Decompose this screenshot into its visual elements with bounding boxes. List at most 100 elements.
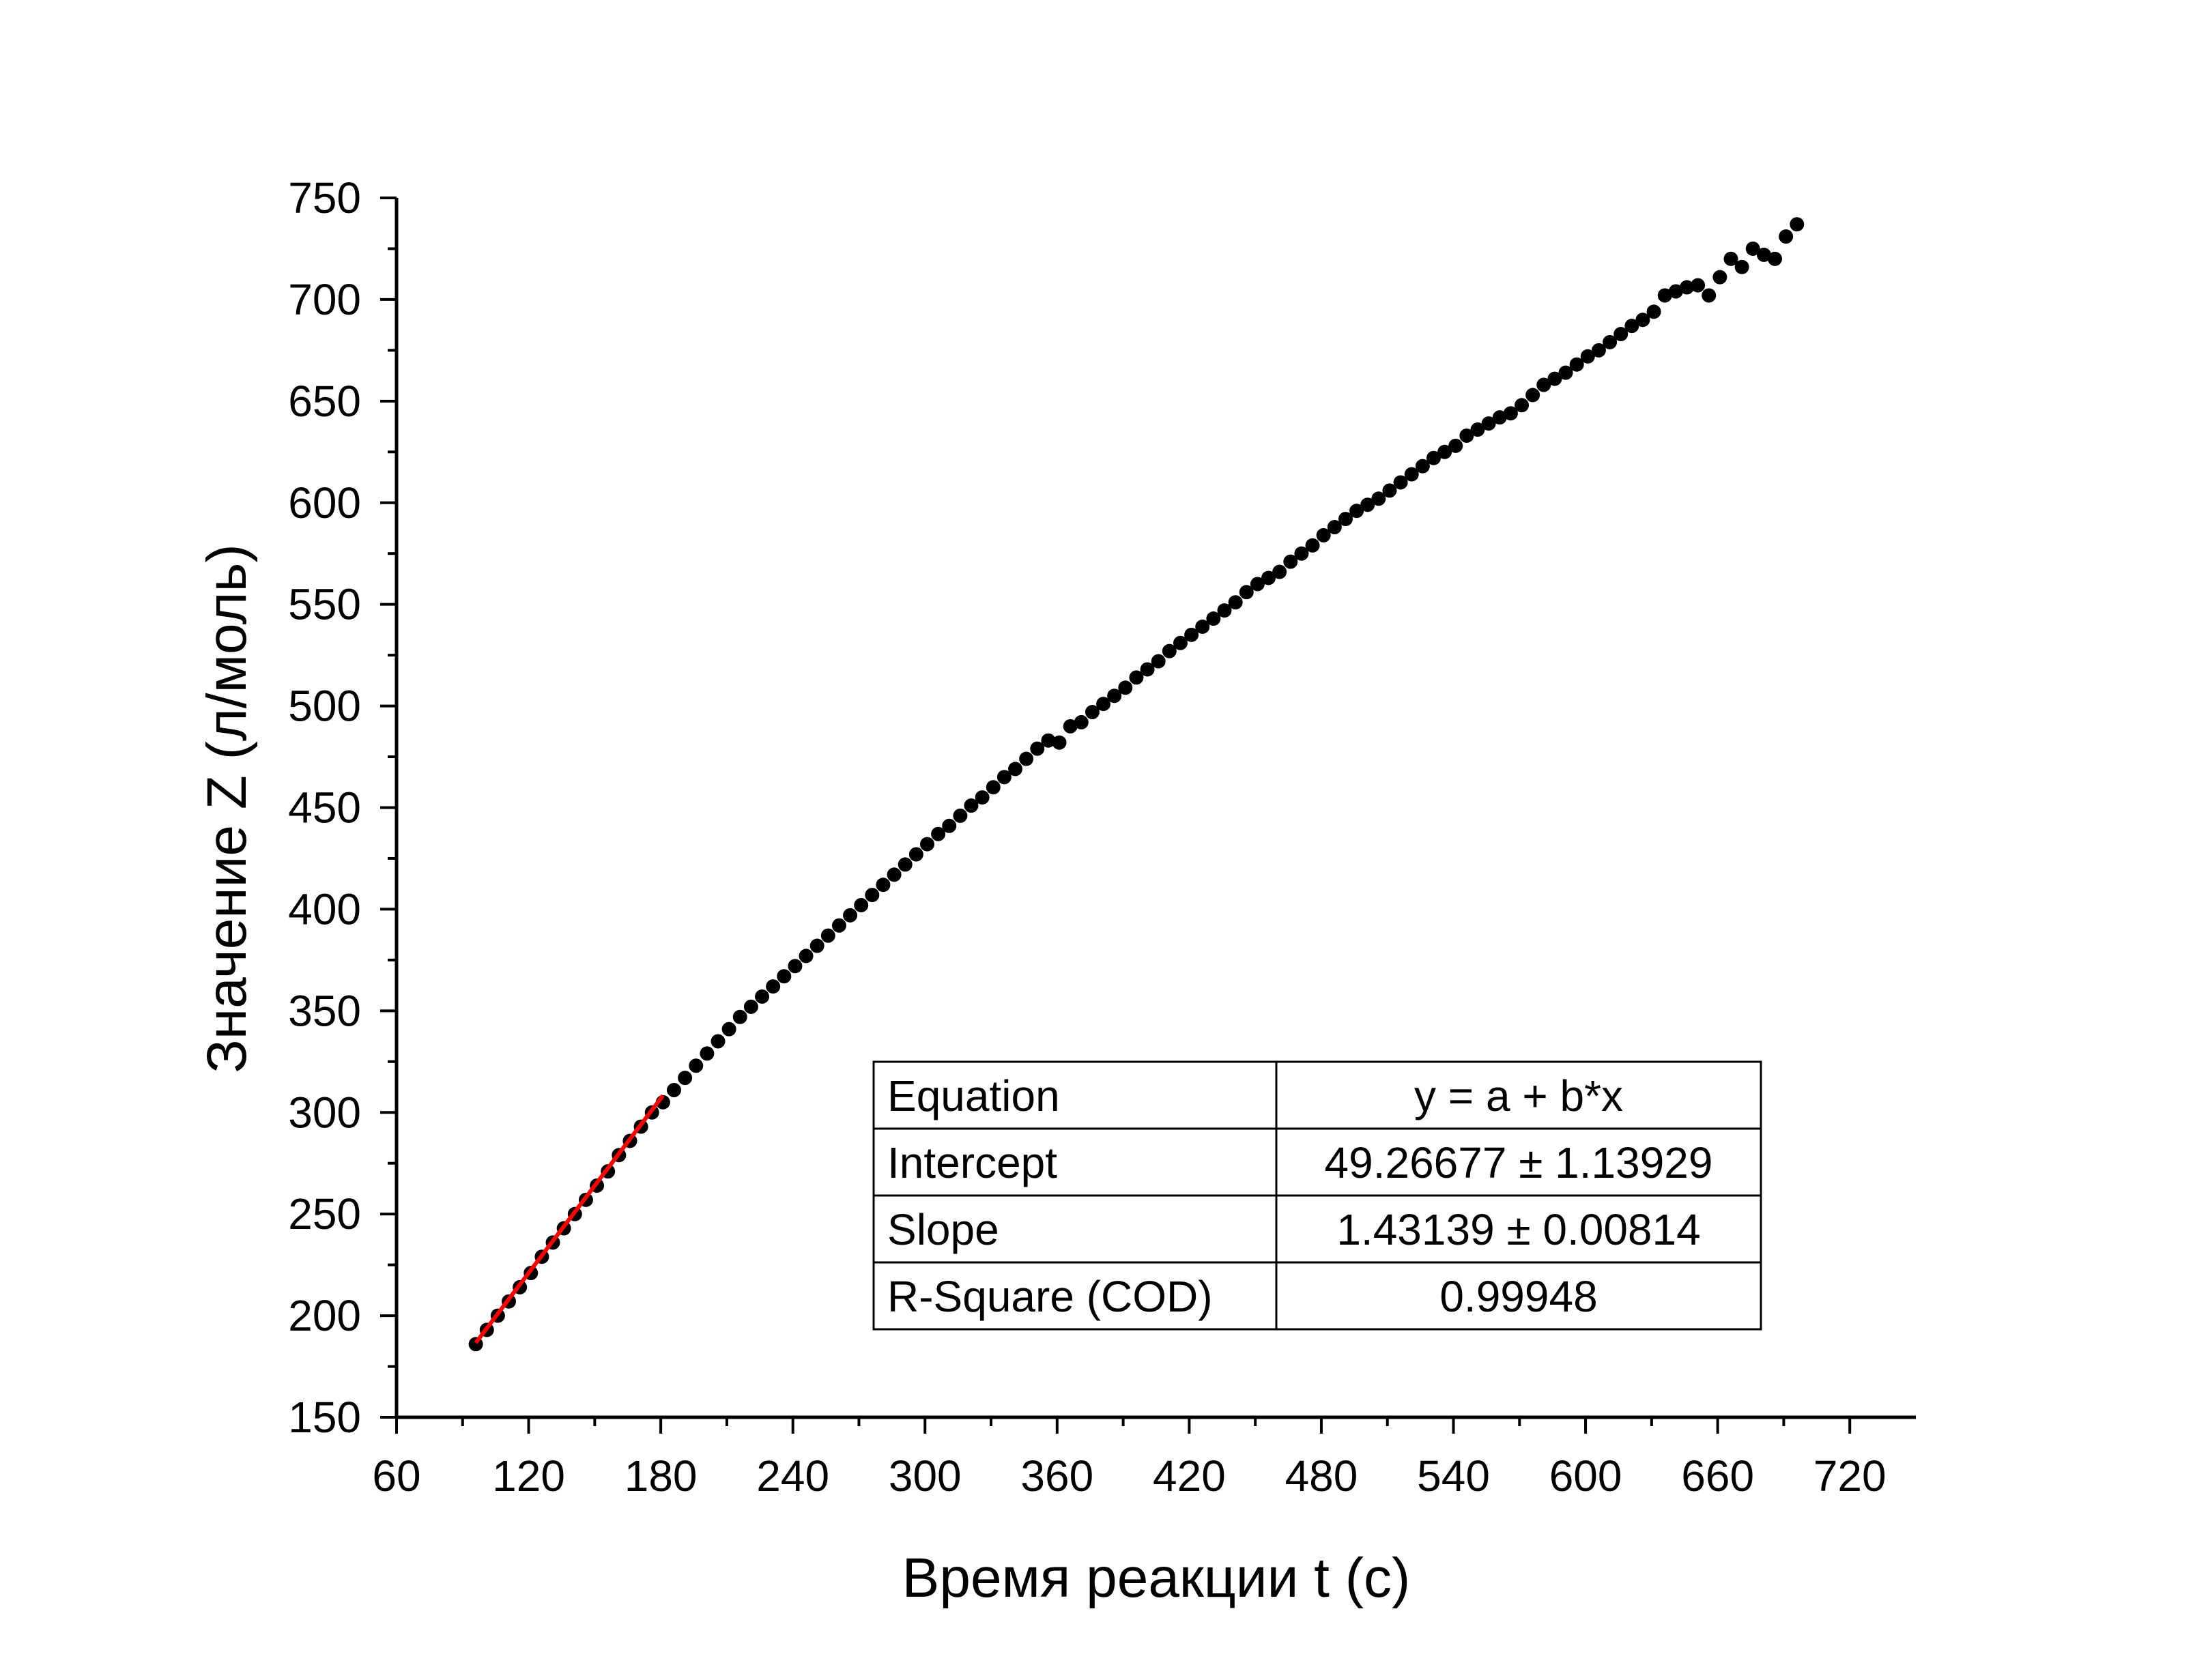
data-point — [1515, 398, 1530, 413]
data-point — [986, 780, 1001, 795]
data-point — [799, 948, 814, 964]
x-tick-label: 300 — [889, 1451, 962, 1501]
y-tick-label: 700 — [288, 275, 361, 324]
data-point — [1085, 705, 1100, 720]
data-point — [1745, 241, 1760, 256]
data-point — [1525, 388, 1540, 403]
data-point — [1151, 654, 1166, 669]
data-point — [1459, 428, 1474, 443]
data-point — [975, 790, 990, 805]
data-point — [1008, 762, 1023, 777]
data-point — [865, 888, 880, 903]
data-point — [678, 1071, 693, 1086]
data-point — [1173, 635, 1188, 650]
data-point — [1338, 512, 1353, 527]
y-tick-label: 500 — [288, 682, 361, 731]
data-point — [1184, 627, 1199, 642]
plot-area: 60 120 180 240 300 360 420 480 540 600 660 720 150 2… — [288, 173, 1916, 1501]
data-point — [1591, 343, 1606, 358]
data-point — [843, 908, 858, 923]
data-point — [1415, 459, 1430, 474]
data-point — [1790, 217, 1805, 232]
data-point — [964, 798, 979, 813]
data-point — [1019, 751, 1034, 766]
data-point — [743, 999, 758, 1014]
data-point — [689, 1058, 704, 1073]
data-point — [1217, 603, 1232, 618]
data-point — [908, 847, 923, 862]
data-point — [1063, 719, 1078, 734]
y-axis-title: Значение Z (л/моль) — [196, 544, 258, 1073]
data-point — [1470, 422, 1485, 437]
data-point — [1107, 689, 1122, 704]
data-point — [1096, 697, 1111, 712]
data-point — [1327, 519, 1342, 534]
data-point — [1371, 491, 1386, 506]
data-point — [1074, 714, 1089, 729]
data-point — [1129, 670, 1144, 685]
data-point — [919, 837, 934, 852]
data-point — [732, 1009, 747, 1024]
fit-results-table: Equation y = a + b*x Intercept 49.26677 ± 1… — [872, 1060, 1762, 1331]
x-tick-label: 480 — [1285, 1451, 1358, 1501]
data-point — [1569, 357, 1584, 372]
data-point — [1239, 585, 1254, 600]
data-point — [1734, 259, 1749, 274]
data-point — [931, 826, 946, 841]
data-point — [1547, 371, 1562, 386]
table-cell-label: Equation — [887, 1071, 1060, 1120]
x-tick-label: 540 — [1417, 1451, 1490, 1501]
data-point — [1492, 410, 1507, 425]
data-point — [1448, 438, 1463, 453]
x-axis-ticks — [395, 1417, 1852, 1434]
table-cell-value: y = a + b*x — [1414, 1071, 1623, 1120]
table-cell-label: R-Square (COD) — [887, 1272, 1213, 1321]
data-point — [1756, 247, 1771, 262]
x-tick-label: 120 — [492, 1451, 565, 1501]
data-point — [1052, 735, 1067, 750]
data-point — [1613, 327, 1629, 342]
data-point — [1404, 467, 1419, 482]
data-point — [1558, 365, 1573, 380]
table-cell-value: 1.43139 ± 0.00814 — [1336, 1205, 1700, 1254]
data-point — [1294, 546, 1309, 561]
y-tick-label: 450 — [288, 783, 361, 832]
data-point — [1140, 662, 1155, 677]
data-point — [887, 867, 902, 882]
table-cell-value: 0.99948 — [1439, 1272, 1597, 1321]
data-point — [854, 897, 869, 912]
y-axis-ticks — [380, 197, 397, 1419]
table-cell-label: Slope — [887, 1205, 999, 1254]
y-tick-label: 150 — [288, 1393, 361, 1442]
y-tick-label: 350 — [288, 986, 361, 1035]
data-point — [666, 1082, 681, 1097]
data-point — [809, 938, 824, 953]
y-axis-tick-labels: 150 200 250 300 350 400 450 500 550 600 650 700 750 — [288, 173, 361, 1442]
data-point — [1702, 288, 1717, 303]
y-tick-label: 200 — [288, 1291, 361, 1340]
x-tick-label: 240 — [756, 1451, 829, 1501]
data-point — [831, 918, 846, 933]
data-point — [1382, 483, 1397, 498]
data-point — [1195, 619, 1210, 634]
data-point — [898, 857, 913, 872]
data-point — [1283, 554, 1298, 569]
y-tick-label: 400 — [288, 884, 361, 933]
data-point — [1635, 313, 1650, 328]
y-tick-label: 650 — [288, 377, 361, 426]
data-point — [1206, 611, 1221, 626]
data-point — [1041, 733, 1056, 748]
y-tick-label: 300 — [288, 1088, 361, 1137]
x-tick-label: 360 — [1020, 1451, 1093, 1501]
y-tick-label: 750 — [288, 173, 361, 222]
x-tick-label: 660 — [1681, 1451, 1754, 1501]
data-point — [1657, 288, 1672, 303]
data-point — [1272, 564, 1287, 579]
x-tick-label: 60 — [372, 1451, 420, 1501]
data-point — [711, 1034, 726, 1049]
data-point — [721, 1022, 736, 1037]
data-point — [788, 959, 803, 974]
data-point — [766, 979, 781, 994]
data-point — [1712, 270, 1727, 285]
